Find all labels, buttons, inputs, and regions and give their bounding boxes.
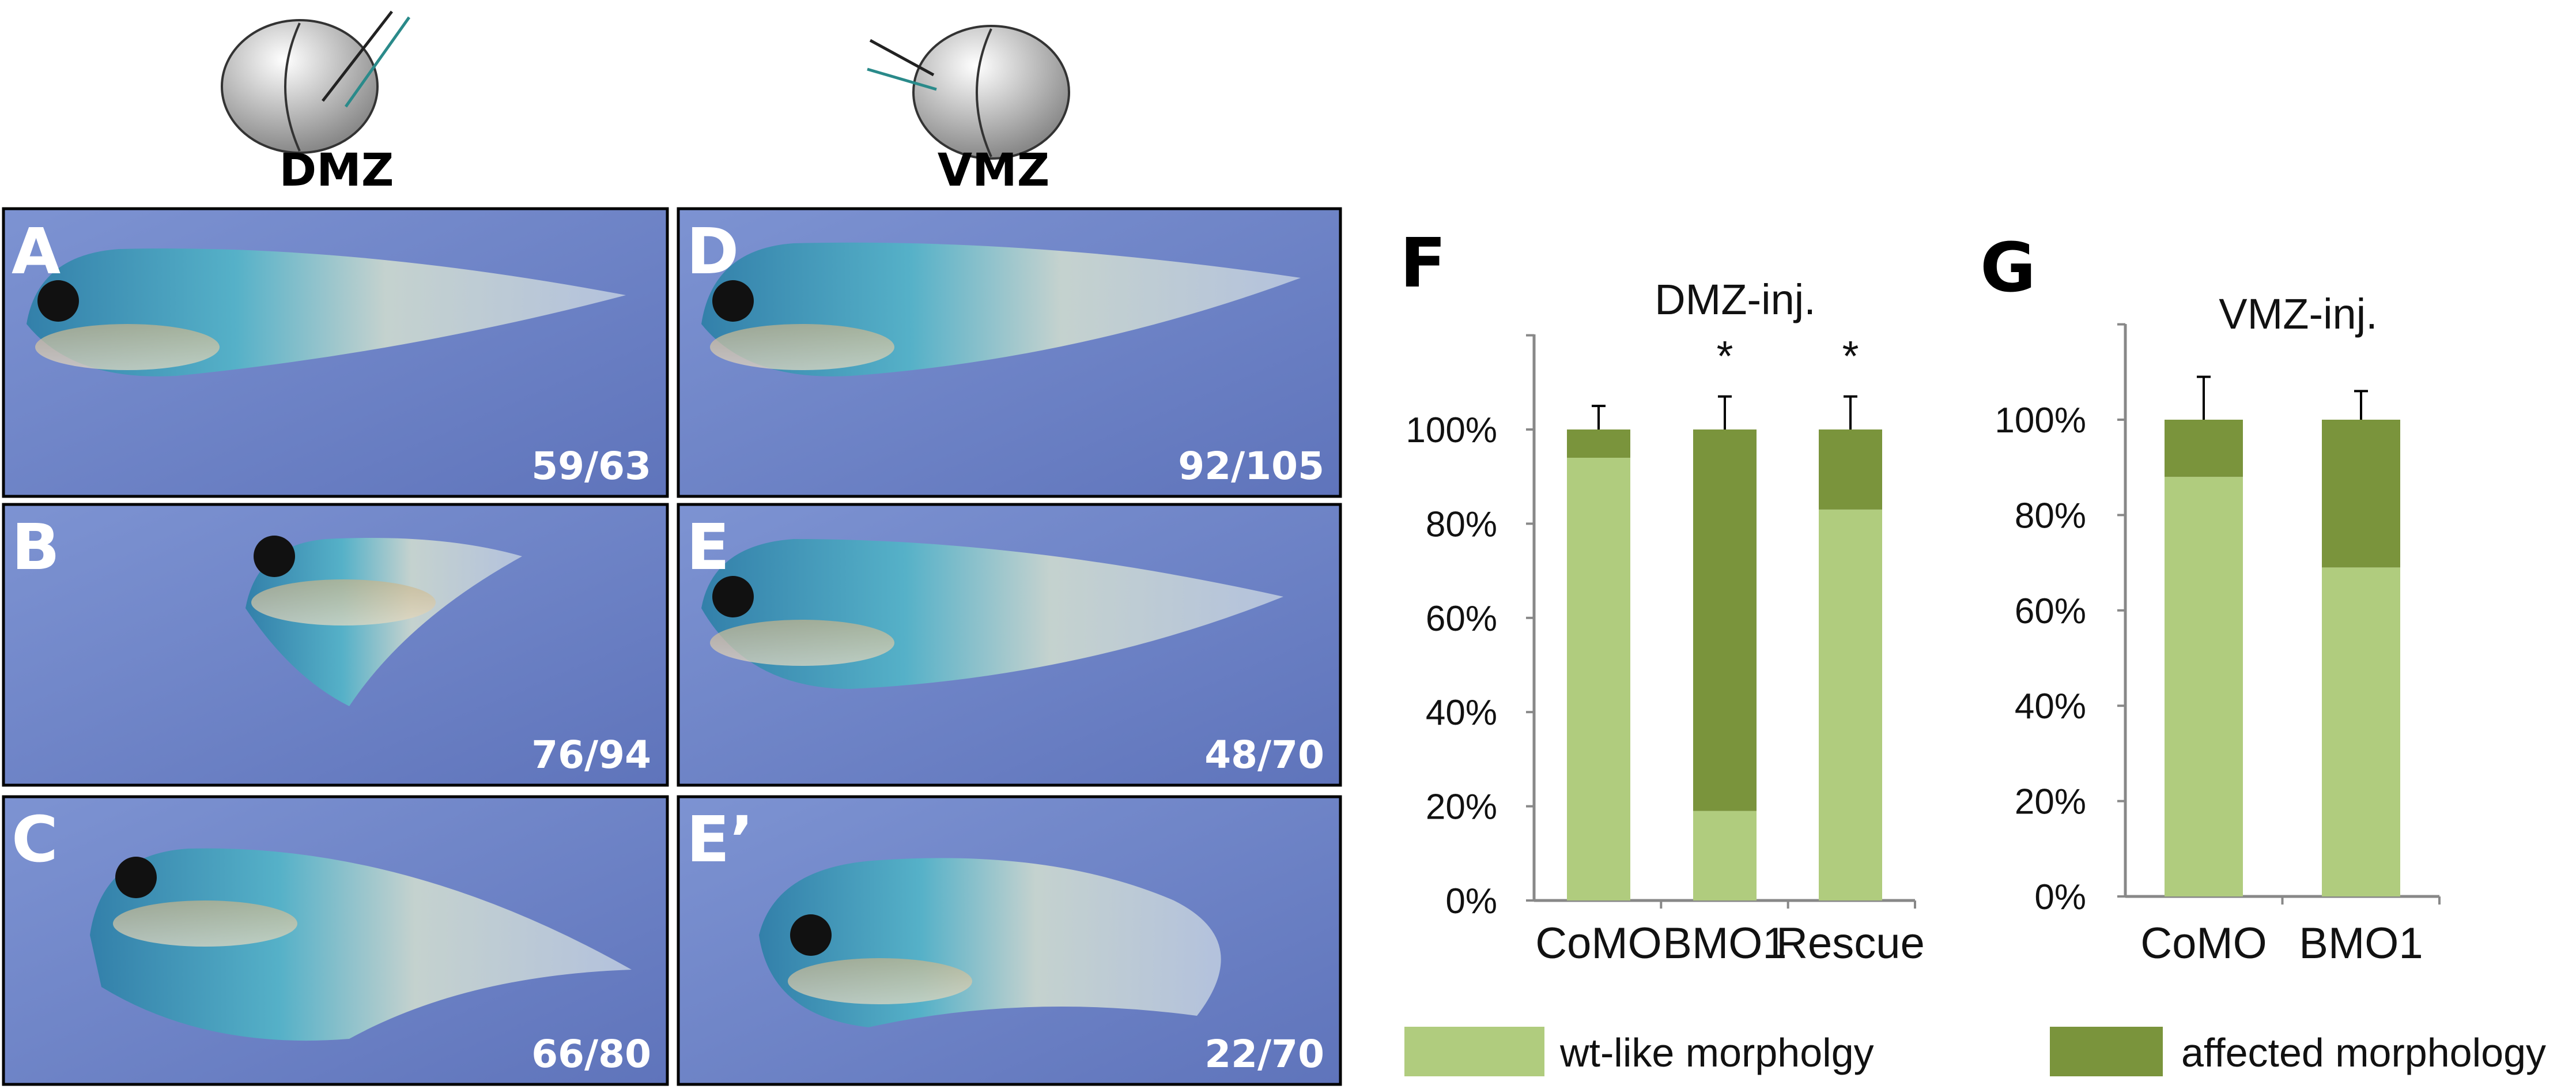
- panel-letter: E: [686, 510, 730, 584]
- dmz-embryo-illustration: [221, 10, 411, 154]
- bar-wt-like-bmo1: [1693, 811, 1757, 900]
- tadpole-eye: [790, 914, 832, 956]
- panel-letter: G: [1980, 228, 2036, 307]
- y-tick-label: 40%: [1426, 693, 1497, 733]
- tadpole-image: [90, 848, 632, 1041]
- panel-count: 92/105: [1178, 444, 1324, 488]
- chart-title: DMZ-inj.: [1655, 276, 1816, 323]
- dmz-label: DMZ: [279, 145, 394, 197]
- panel-count: 22/70: [1204, 1032, 1324, 1076]
- legend-swatch-affected: [2050, 1027, 2163, 1076]
- y-tick-label: 20%: [1426, 787, 1497, 827]
- y-tick-label: 40%: [2015, 687, 2086, 726]
- y-tick-label: 60%: [2015, 591, 2086, 631]
- bar-wt-like-como: [1567, 458, 1630, 900]
- chart-title: VMZ-inj.: [2219, 290, 2377, 338]
- tadpole-gut: [788, 958, 972, 1004]
- legend-label-wt-like: wt-like morpholgy: [1559, 1030, 1874, 1075]
- panel-letter: F: [1400, 223, 1446, 303]
- bar-affected-bmo1: [1693, 429, 1757, 811]
- chart-f: F DMZ-inj. 0% 20% 40% 60% 80% 100% CoMO * BMO1 * Res…: [1400, 223, 1925, 968]
- tadpole-eye: [37, 280, 79, 322]
- tadpole-gut: [710, 324, 894, 370]
- x-category-label: CoMO: [2140, 919, 2267, 968]
- bar-wt-like-rescue: [1819, 509, 1882, 900]
- y-tick-label: 0%: [1445, 881, 1497, 921]
- bar-wt-like-como: [2165, 477, 2243, 896]
- tadpole-gut: [251, 579, 436, 625]
- photo-panel-1: A 59/63: [2, 207, 669, 498]
- photo-panel-6: E’ 22/70: [677, 795, 1342, 1086]
- panel-count: 76/94: [531, 733, 651, 777]
- significance-marker: *: [1842, 332, 1859, 380]
- panel-count: 66/80: [531, 1032, 651, 1076]
- tadpole-gut: [710, 620, 894, 666]
- panel-letter: B: [12, 510, 60, 584]
- x-category-label: BMO1: [1663, 919, 1786, 968]
- significance-marker: *: [1717, 332, 1733, 380]
- bar-affected-como: [1567, 429, 1630, 458]
- photo-panel-2: B 76/94: [2, 503, 669, 787]
- panel-count: 48/70: [1204, 733, 1324, 777]
- vmz-embryo-illustration: [867, 25, 1070, 160]
- photo-panel-4: D 92/105: [677, 207, 1342, 498]
- photo-panel-3: C 66/80: [2, 795, 669, 1086]
- tadpole-gut: [35, 324, 220, 370]
- chart-g: G VMZ-inj. 0% 20% 40% 60% 80% 100% CoMO BMO1: [1980, 228, 2441, 968]
- legend-label-affected: affected morphology: [2181, 1030, 2546, 1075]
- bar-wt-like-bmo1: [2322, 567, 2400, 896]
- panel-letter: D: [686, 214, 739, 288]
- x-category-label: BMO1: [2299, 919, 2423, 968]
- panel-count: 59/63: [531, 444, 651, 488]
- y-tick-label: 20%: [2015, 782, 2086, 822]
- x-category-label: Rescue: [1776, 919, 1925, 968]
- vmz-label: VMZ: [938, 145, 1050, 197]
- tadpole-eye: [712, 576, 754, 617]
- tadpole-eye: [115, 857, 157, 898]
- legend-swatch-wt-like: [1404, 1027, 1544, 1076]
- y-tick-label: 100%: [1406, 410, 1497, 450]
- y-tick-label: 80%: [2015, 496, 2086, 536]
- bar-affected-bmo1: [2322, 420, 2400, 568]
- tadpole-eye: [254, 536, 295, 577]
- y-tick-label: 0%: [2034, 877, 2086, 917]
- y-tick-label: 80%: [1426, 504, 1497, 544]
- x-category-label: CoMO: [1535, 919, 1662, 968]
- tadpole-gut: [113, 900, 297, 947]
- panel-letter: A: [12, 214, 61, 288]
- photo-panel-5: E 48/70: [677, 503, 1342, 787]
- panel-letter: C: [12, 802, 58, 876]
- bar-affected-rescue: [1819, 429, 1882, 510]
- y-tick-label: 100%: [1995, 401, 2086, 440]
- bar-affected-como: [2165, 420, 2243, 477]
- panel-letter: E’: [686, 802, 754, 876]
- tadpole-eye: [712, 280, 754, 322]
- y-tick-label: 60%: [1426, 599, 1497, 639]
